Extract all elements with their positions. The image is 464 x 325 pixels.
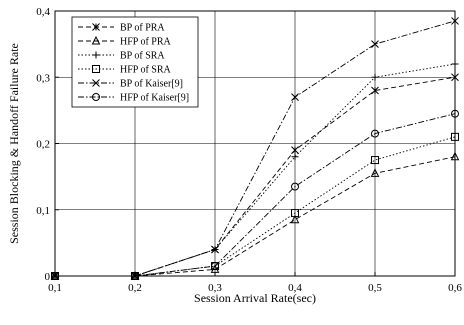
legend-item: BP of Kaiser[9] bbox=[78, 79, 183, 90]
legend-marker bbox=[91, 35, 101, 45]
legend-marker bbox=[92, 51, 100, 59]
data-point bbox=[371, 156, 379, 165]
x-tick-label: 0,5 bbox=[368, 282, 382, 294]
legend: BP of PRA HFP of PRA BP of SRA HFP of SRA BP… bbox=[71, 16, 199, 108]
legend-marker bbox=[92, 93, 100, 101]
data-point bbox=[291, 209, 299, 218]
x-tick-label: 0,4 bbox=[288, 282, 302, 294]
legend-marker bbox=[92, 65, 100, 73]
data-point bbox=[290, 214, 300, 224]
data-point bbox=[291, 93, 299, 101]
data-point bbox=[211, 262, 219, 271]
axis-ticks: 0,1 0,2 0,3 0,4 0,5 0,600,10,20,30,4 bbox=[36, 6, 462, 294]
y-tick-label: 0,1 bbox=[36, 205, 50, 217]
legend-item: BP of PRA bbox=[78, 23, 165, 34]
data-point bbox=[371, 129, 379, 138]
x-axis-label: Session Arrival Rate(sec) bbox=[194, 291, 316, 305]
legend-marker bbox=[92, 79, 100, 87]
data-point bbox=[370, 168, 380, 177]
legend-marker bbox=[92, 23, 100, 31]
legend-label: BP of PRA bbox=[120, 23, 165, 34]
data-point bbox=[291, 153, 299, 161]
legend-box bbox=[71, 16, 199, 108]
x-tick-label: 0,2 bbox=[128, 282, 142, 294]
legend-item: HFP of Kaiser[9] bbox=[78, 93, 189, 104]
data-point bbox=[211, 245, 219, 254]
x-tick-label: 0,6 bbox=[448, 282, 462, 294]
data-point bbox=[371, 73, 379, 81]
y-tick-label: 0 bbox=[45, 271, 51, 283]
y-tick-label: 0,2 bbox=[36, 139, 50, 151]
data-point bbox=[371, 86, 379, 95]
y-tick-label: 0,4 bbox=[36, 6, 50, 18]
data-point bbox=[291, 182, 299, 191]
y-axis-label: Session Blocking & Handoff Failure Rate bbox=[7, 43, 21, 244]
legend-label: HFP of SRA bbox=[120, 65, 172, 76]
data-point bbox=[291, 146, 299, 154]
legend-label: HFP of PRA bbox=[120, 37, 172, 48]
legend-label: BP of Kaiser[9] bbox=[120, 79, 183, 90]
legend-label: HFP of Kaiser[9] bbox=[120, 93, 189, 104]
data-point bbox=[371, 40, 379, 48]
x-tick-label: 0,1 bbox=[48, 282, 62, 294]
legend-item: HFP of PRA bbox=[78, 35, 172, 48]
x-tick-label: 0,3 bbox=[208, 282, 222, 294]
y-tick-label: 0,3 bbox=[36, 72, 50, 84]
legend-label: BP of SRA bbox=[120, 51, 165, 62]
legend-item: HFP of SRA bbox=[78, 65, 172, 76]
legend-item: BP of SRA bbox=[78, 51, 165, 62]
